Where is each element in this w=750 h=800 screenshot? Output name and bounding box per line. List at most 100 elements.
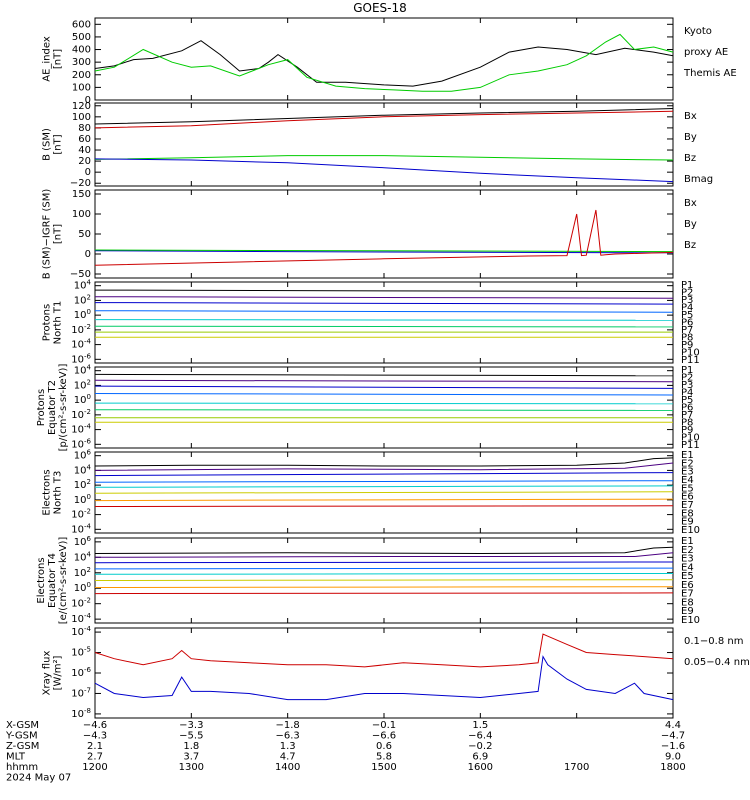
legend-label: 0.05−0.4 nm [684,657,750,668]
footer-value: 1400 [275,762,300,773]
legend-label: By [684,132,697,143]
panel-bigrf: −50 0 50 100 150 B (SM)−IGRF (SM) [nT] Bx By Bz [42,189,697,280]
legend-label: E5 [681,483,694,494]
footer-value: −1.8 [276,720,300,731]
footer-value: −6.6 [372,731,396,742]
footer-value: 0.6 [376,741,392,752]
footer-value: 6.9 [472,752,488,763]
y-axis-label: Electrons [36,557,47,603]
series-line [94,155,674,161]
y-tick-label: 200 [72,70,91,81]
y-tick-label: 400 [72,45,91,56]
legend-label: P11 [681,355,700,366]
series-line [94,40,674,87]
y-tick-label: 100 [74,581,91,594]
y-tick-label: 80 [78,123,91,134]
panel-frame [94,627,674,719]
legend-label: P10 [681,433,700,444]
legend-label: P9 [681,425,693,436]
legend-label: P11 [681,440,700,451]
series-line [94,480,674,483]
legend-label: E9 [681,517,694,528]
legend-label: proxy AE [684,47,728,58]
series-line [94,409,674,411]
footer-value: 9.0 [665,752,681,763]
footer-value: 5.8 [376,752,392,763]
y-tick-label: 600 [72,19,91,30]
footer-value: 1300 [179,762,204,773]
series-line [94,319,674,321]
legend-label: P7 [681,325,693,336]
y-tick-label: 40 [78,145,91,156]
footer-value: −4.3 [83,731,107,742]
footer-row-label: Z-GSM [6,741,39,752]
legend-label: P3 [681,380,693,391]
y-tick-label: 10-2 [71,508,91,521]
y-axis-label: [nT] [53,224,64,244]
legend-label: P2 [681,373,693,384]
y-tick-label: 150 [72,189,91,200]
legend-label: P7 [681,410,693,421]
series-line [94,546,674,555]
legend-label: E6 [681,492,694,503]
y-tick-label: 106 [74,535,92,548]
y-axis-label: Equator T2 [47,380,58,435]
legend-label: P5 [681,310,693,321]
series-line [94,586,674,588]
y-tick-label: 104 [74,279,92,292]
y-tick-label: 100 [74,393,91,406]
footer-value: −4.7 [661,731,685,742]
legend-label: E5 [681,571,694,582]
y-tick-label: 0 [85,249,91,260]
series-line [94,250,674,254]
y-axis-label: [p/(cm²-s-sr-keV)] [58,364,69,452]
panel-electrons_t4: 10-4 10-2 100 102 104 106 Electrons Equator T4[… [36,535,700,626]
series-line [94,457,674,467]
legend-label: E8 [681,597,694,608]
series-line [94,296,674,299]
y-axis-label: Electrons [42,469,53,515]
series-line [94,633,674,668]
legend-label: E6 [681,580,694,591]
legend-label: E1 [681,450,694,461]
y-axis-label: Protons [42,304,53,341]
y-tick-label: 10-4 [71,338,91,351]
footer-row-label: X-GSM [6,720,39,731]
y-tick-label: 100 [72,112,91,123]
legend-label: Themis AE [683,68,737,79]
series-line [94,249,674,253]
legend-label: E2 [681,458,694,469]
y-tick-label: 10-8 [71,707,91,720]
series-line [94,385,674,389]
legend-label: E10 [681,525,700,536]
y-axis-label: Xray flux [42,651,53,696]
y-tick-label: 50 [78,229,91,240]
footer-value: −5.5 [179,731,203,742]
legend-label: 0.1−0.8 nm [684,636,743,647]
legend-label: E7 [681,500,694,511]
legend-label: P4 [681,388,693,399]
series-line [94,592,674,595]
footer-value: 1500 [371,762,396,773]
y-tick-label: 10-5 [71,646,91,659]
y-tick-label: 102 [74,293,91,306]
legend-label: P2 [681,288,693,299]
footer-value: −4.6 [83,720,107,731]
series-line [94,402,674,405]
series-line [94,567,674,570]
legend-label: Bx [684,198,697,209]
legend-label: P8 [681,333,693,344]
y-axis-label: Protons [36,389,47,426]
y-tick-label: 60 [78,134,91,145]
legend-label: E7 [681,589,694,600]
legend-label: By [684,219,697,230]
legend-label: Bz [684,153,696,164]
panel-frame [94,366,674,449]
footer-value: 1200 [82,762,107,773]
y-axis-label: North T1 [53,301,64,345]
y-axis-label: AE_index [42,36,53,82]
legend-label: E1 [681,536,694,547]
